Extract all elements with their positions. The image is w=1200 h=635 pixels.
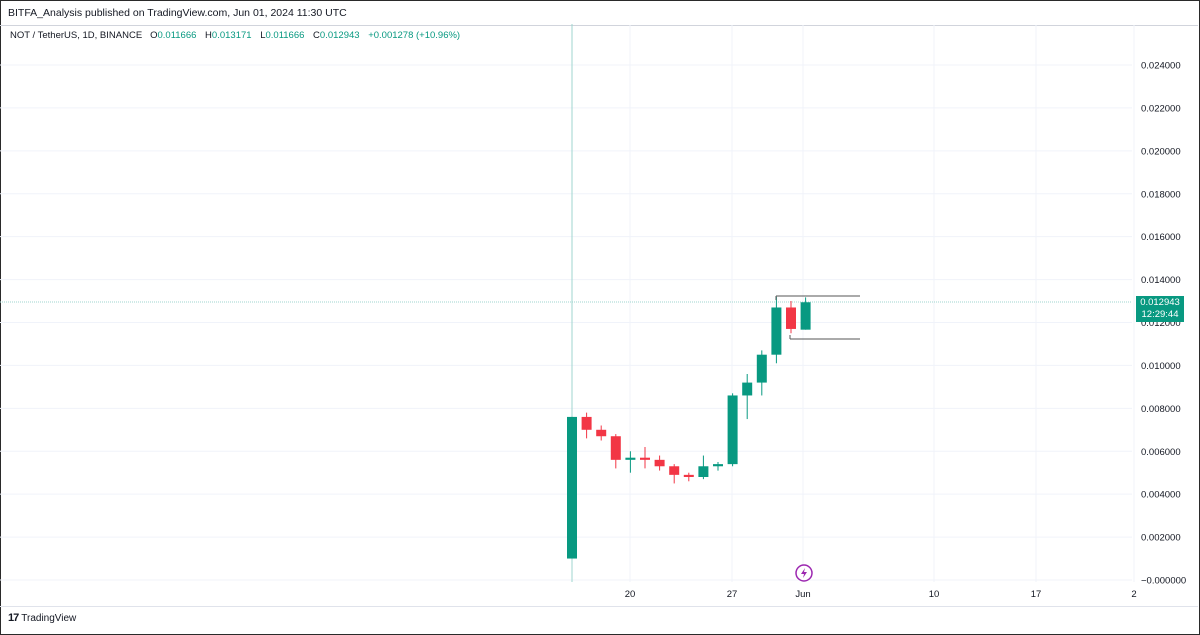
candle-body — [610, 436, 621, 460]
legend-low-label: L — [260, 30, 266, 41]
symbol-legend[interactable]: NOT / TetherUS, 1D, BINANCE O0.011666 H0… — [10, 30, 466, 41]
last-price-badge: 0.012943 12:29:44 — [1136, 296, 1184, 322]
chart-grid — [0, 25, 1135, 582]
time-tick-label: 17 — [1031, 589, 1042, 600]
price-tick-label: 0.014000 — [1141, 275, 1181, 286]
price-tick-label: 0.022000 — [1141, 103, 1181, 114]
time-tick-label: Jun — [795, 589, 810, 600]
candle-body — [654, 459, 665, 467]
tradingview-logo-icon: 17 — [8, 612, 19, 624]
candle-body — [786, 307, 796, 329]
time-tick-label: 27 — [727, 589, 738, 600]
last-price-value: 0.012943 — [1140, 297, 1180, 308]
legend-symbol[interactable]: NOT / TetherUS, 1D, BINANCE — [10, 30, 143, 41]
legend-close: 0.012943 — [319, 30, 360, 41]
legend-high: 0.013171 — [211, 30, 252, 41]
bar-countdown: 12:29:44 — [1141, 309, 1179, 320]
candles — [567, 296, 811, 559]
price-tick-label: 0.006000 — [1141, 447, 1181, 458]
price-tick-label: 0.004000 — [1141, 490, 1181, 501]
legend-close-label: C — [313, 30, 320, 41]
legend-change: +0.001278 (+10.96%) — [368, 30, 461, 41]
candle-body — [567, 416, 577, 559]
dividend-event-icon — [795, 564, 813, 582]
price-axis: 0.024000 0.022000 0.020000 0.018000 0.016000… — [1141, 61, 1186, 587]
publish-info: BITFA_Analysis published on TradingView.… — [8, 7, 347, 19]
tradingview-logo-text: TradingView — [21, 612, 77, 624]
price-tick-label: 0.020000 — [1141, 146, 1181, 157]
legend-open: 0.011666 — [157, 30, 197, 41]
candle-body — [771, 307, 782, 355]
candle-body — [742, 382, 753, 396]
time-tick-label: 20 — [625, 589, 636, 600]
candle-body — [625, 457, 636, 460]
candle-body — [713, 464, 723, 467]
candle-body — [683, 474, 694, 477]
time-tick-label: 2 — [1131, 589, 1136, 600]
price-tick-label: 0.024000 — [1141, 61, 1181, 72]
price-tick-label: 0.012000 — [1141, 318, 1181, 329]
price-tick-label: 0.016000 — [1141, 232, 1181, 243]
candle-body — [756, 354, 767, 383]
header-divider — [0, 25, 1198, 26]
price-tick-label: 0.010000 — [1141, 361, 1181, 372]
time-axis-divider — [0, 606, 1198, 607]
candle-body — [596, 429, 607, 437]
price-tick-label: 0.008000 — [1141, 404, 1181, 415]
time-tick-label: 10 — [929, 589, 940, 600]
candle-body — [669, 466, 680, 475]
legend-open-label: O — [150, 30, 158, 41]
time-axis: 20 27 Jun 10 17 2 — [625, 589, 1137, 600]
tradingview-logo[interactable]: 17 TradingView — [8, 612, 76, 624]
price-tick-label: 0.018000 — [1141, 189, 1181, 200]
candle-body — [640, 457, 650, 460]
legend-low: 0.011666 — [265, 30, 305, 41]
price-range-marker — [775, 295, 860, 340]
candle-body — [581, 416, 592, 430]
price-tick-label: −0.000000 — [1141, 576, 1186, 587]
candle-body — [698, 466, 709, 477]
legend-high-label: H — [205, 30, 212, 41]
candle-body — [727, 395, 738, 465]
candle-body — [800, 302, 811, 330]
price-tick-label: 0.002000 — [1141, 533, 1181, 544]
